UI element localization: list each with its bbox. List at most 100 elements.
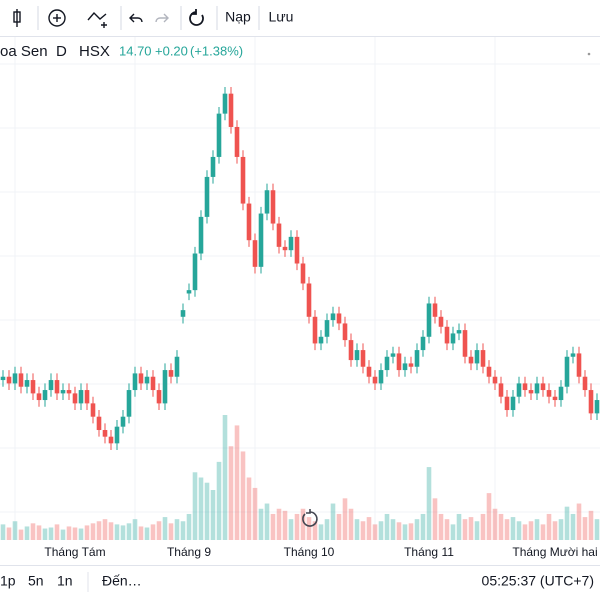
volume-bar — [138, 526, 144, 540]
range-button[interactable]: 1n — [57, 573, 73, 589]
candle-body — [450, 333, 456, 344]
candle-body — [246, 203, 252, 241]
candle-body — [468, 356, 474, 364]
candle-body — [156, 390, 162, 404]
more-dot — [587, 52, 591, 56]
volume-bar — [552, 521, 558, 540]
x-tick-label: Tháng 10 — [284, 545, 335, 559]
toolbar-icons — [13, 6, 260, 30]
compare-icon[interactable] — [87, 11, 107, 21]
toolbar — [0, 0, 600, 36]
volume-bar — [540, 524, 546, 540]
candle-body — [294, 236, 300, 264]
range-button[interactable]: 5n — [28, 573, 44, 589]
candle-body — [492, 376, 498, 384]
candle-body — [414, 350, 420, 367]
candle-body — [372, 376, 378, 384]
save-button[interactable]: Lưu — [269, 9, 294, 25]
volume-bar — [516, 521, 522, 540]
volume-bar — [90, 523, 96, 540]
candle-body — [204, 176, 210, 217]
volume-bar — [36, 525, 42, 540]
reset-icon[interactable] — [189, 9, 204, 26]
candle-body — [132, 373, 138, 391]
candle-body — [216, 113, 222, 157]
candle-body — [90, 403, 96, 417]
volume-bar — [150, 524, 156, 540]
candle-body — [168, 370, 174, 377]
undo-icon[interactable] — [129, 13, 143, 23]
candle-body — [528, 390, 534, 394]
symbol-name: oa Sen — [0, 43, 48, 60]
volume-bar — [282, 510, 288, 540]
compare-plus[interactable] — [101, 22, 107, 28]
volume-bar — [204, 482, 210, 540]
volume-bar — [318, 524, 324, 540]
volume-bar — [366, 517, 372, 540]
candle-body — [324, 320, 330, 337]
candle-body — [174, 356, 180, 377]
candle-body — [18, 373, 24, 387]
candle-body — [444, 326, 450, 344]
candle-body — [276, 223, 282, 247]
goto-button[interactable]: Đến… — [102, 573, 142, 589]
candle-icon[interactable] — [13, 9, 21, 27]
candle-body — [570, 353, 576, 357]
candle-body — [582, 376, 588, 391]
volume-bar — [312, 521, 318, 540]
volume-bar — [390, 519, 396, 540]
candle-body — [138, 373, 144, 384]
reset-scale[interactable] — [302, 509, 318, 527]
candle-body — [162, 370, 168, 404]
candle-body — [402, 363, 408, 371]
candle-body — [576, 353, 582, 377]
candle-body — [84, 390, 90, 404]
redo-icon[interactable] — [155, 13, 169, 23]
volume-bar — [60, 529, 66, 540]
candle-body — [30, 380, 36, 394]
volume-bar — [120, 525, 126, 540]
volume-bar — [522, 524, 528, 540]
candle-body — [516, 383, 522, 397]
candle-body — [252, 240, 258, 267]
volume-bar — [504, 519, 510, 540]
candle-body — [426, 303, 432, 337]
volume-bar — [228, 446, 234, 540]
volume-bar — [354, 519, 360, 540]
candle-body — [192, 253, 198, 291]
range-button[interactable]: 1p — [0, 573, 16, 589]
volume-bar — [438, 513, 444, 540]
volume-bar — [240, 451, 246, 540]
volume-bar — [222, 415, 228, 540]
volume-bar — [174, 519, 180, 540]
candle-body — [438, 316, 444, 327]
volume-bar — [102, 519, 108, 540]
volume-bar — [108, 522, 114, 540]
candle-body — [54, 380, 60, 394]
volume-bar — [564, 506, 570, 540]
candle-body — [588, 390, 594, 414]
volume-bar — [6, 527, 12, 540]
volume-bar — [264, 503, 270, 540]
reload-button[interactable]: Nạp — [225, 9, 251, 25]
volume-bar — [96, 521, 102, 540]
candle-body — [336, 313, 342, 324]
volume-bar — [546, 513, 552, 540]
candle-body — [420, 336, 426, 351]
candle-body — [306, 283, 312, 317]
volume-bar — [30, 523, 36, 540]
volume-bar — [114, 524, 120, 540]
volume-bar — [54, 524, 60, 540]
candle-body — [474, 350, 480, 364]
volume-bar — [498, 513, 504, 540]
candle-body — [180, 310, 186, 317]
candle-body — [318, 336, 324, 344]
price-change-pct: (+1.38%) — [190, 43, 243, 58]
volume-bar — [510, 517, 516, 540]
candle-body — [0, 376, 6, 381]
candle-body — [432, 303, 438, 317]
candle-body — [378, 370, 384, 384]
candle-body — [408, 363, 414, 367]
candle-body — [348, 340, 354, 361]
add-indicator-icon[interactable] — [48, 9, 66, 27]
